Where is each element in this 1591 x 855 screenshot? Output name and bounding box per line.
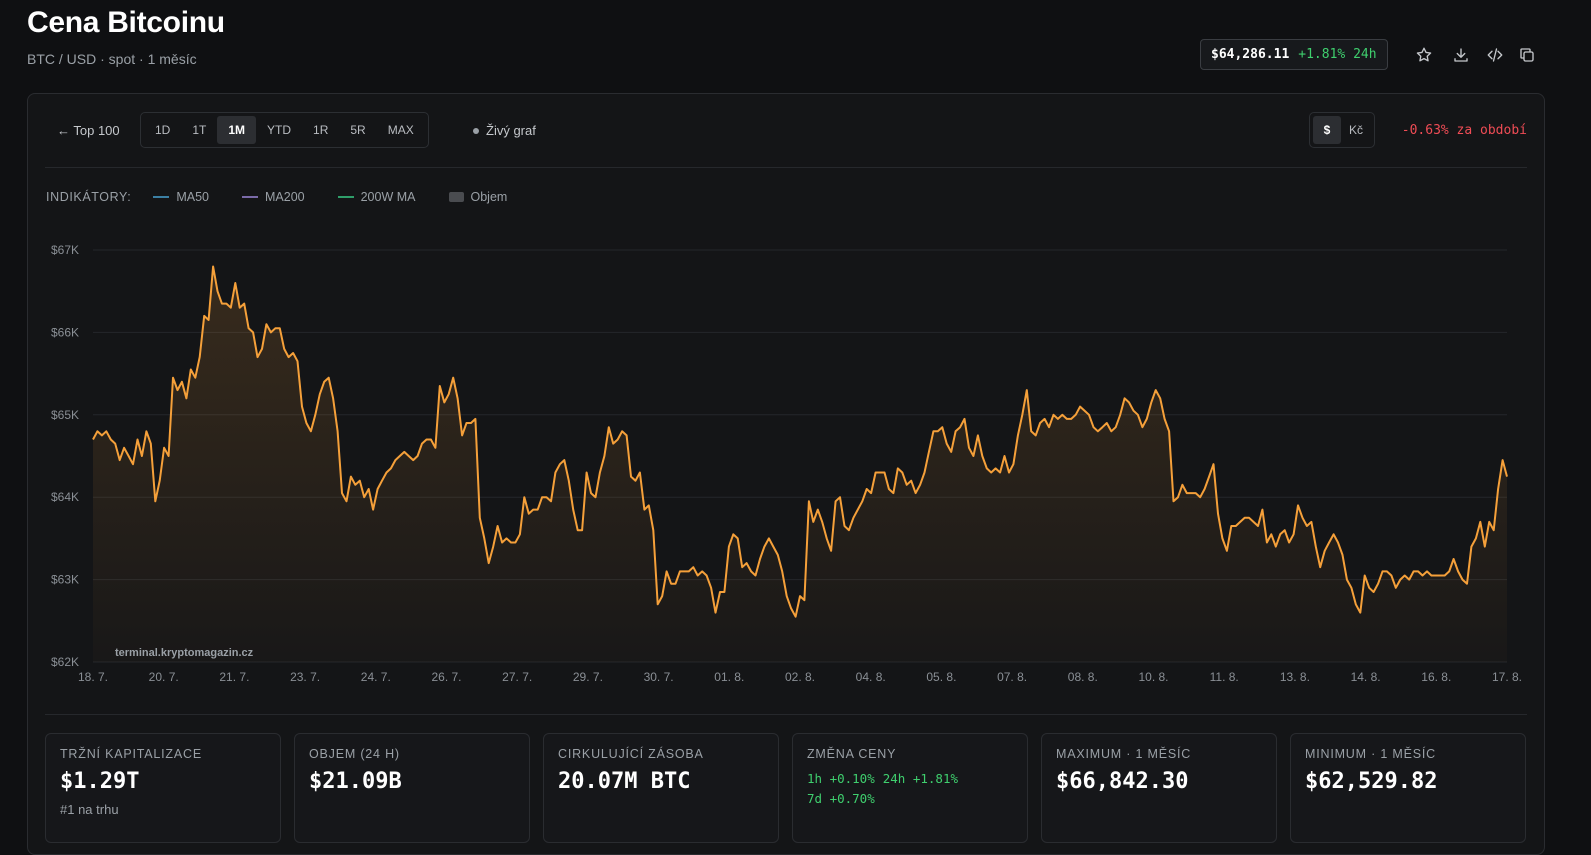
volume-box-icon	[448, 192, 464, 202]
stat-label: Tržní kapitalizace	[60, 747, 202, 761]
range-button-1r[interactable]: 1R	[313, 123, 329, 137]
page-subtitle: BTC / USD · spot · 1 měsíc	[27, 51, 197, 67]
y-tick-label: $62K	[51, 655, 79, 669]
stat-value: $62,529.82	[1305, 769, 1438, 794]
change-7d: 7d +0.70%	[807, 791, 875, 806]
live-chart-toggle[interactable]: Živý graf	[473, 123, 536, 138]
live-dot-icon	[473, 127, 479, 134]
y-tick-label: $64K	[51, 490, 79, 504]
x-tick-label: 16. 8.	[1421, 670, 1451, 684]
price-area	[93, 266, 1507, 662]
indicator-ma50[interactable]: MA50	[153, 190, 209, 204]
x-tick-label: 18. 7.	[78, 670, 108, 684]
back-to-top100-link[interactable]: ← Top 100	[57, 123, 120, 138]
y-tick-label: $65K	[51, 408, 79, 422]
x-tick-label: 24. 7.	[361, 670, 391, 684]
currency-selector: $ Kč	[1309, 112, 1376, 148]
indicators-label: INDIKÁTORY:	[46, 190, 132, 204]
x-tick-label: 23. 7.	[290, 670, 320, 684]
y-tick-label: $66K	[51, 325, 79, 339]
stat-value: 20.07M BTC	[558, 769, 691, 794]
period-change: -0.63% za období	[1401, 123, 1527, 138]
range-button-1d[interactable]: 1D	[155, 123, 171, 137]
price-change-list: 1h +0.10% 24h +1.81% 7d +0.70%	[807, 769, 1013, 809]
download-icon[interactable]	[1450, 44, 1472, 66]
stat-value: $1.29T	[60, 769, 140, 794]
x-tick-label: 30. 7.	[644, 670, 674, 684]
price-ticker: $64,286.11 +1.81% 24h	[1200, 38, 1388, 71]
stat-label: Minimum · 1 měsíc	[1305, 747, 1436, 761]
range-button-max[interactable]: MAX	[387, 123, 414, 137]
stat-card-price-change: Změna ceny 1h +0.10% 24h +1.81% 7d +0.70%	[792, 733, 1028, 843]
range-selector: 1D 1T 1M YTD 1R 5R MAX	[140, 112, 429, 148]
x-tick-label: 11. 8.	[1210, 670, 1239, 684]
chart-panel: ← Top 100 1D 1T 1M YTD 1R 5R MAX Živý gr…	[27, 93, 1545, 855]
change-1h: 1h +0.10%	[807, 771, 875, 786]
range-button-1m[interactable]: 1M	[217, 116, 257, 144]
price-line	[92, 265, 1508, 618]
range-button-ytd[interactable]: YTD	[267, 123, 292, 137]
toolbar-divider	[45, 167, 1527, 168]
x-tick-label: 21. 7.	[219, 670, 249, 684]
ma50-line-icon	[153, 196, 170, 198]
current-price: $64,286.11	[1211, 47, 1290, 62]
stat-value: $66,842.30	[1056, 769, 1189, 794]
page-title: Cena Bitcoinu	[27, 6, 225, 39]
change-24h: 24h +1.81%	[882, 771, 958, 786]
stat-label: Cirkulující zásoba	[558, 747, 704, 761]
x-tick-label: 04. 8.	[856, 670, 886, 684]
currency-button-usd[interactable]: $	[1313, 116, 1341, 144]
stat-card-min: Minimum · 1 měsíc $62,529.82	[1290, 733, 1526, 843]
code-icon[interactable]	[1484, 44, 1506, 66]
range-button-5r[interactable]: 5R	[350, 123, 366, 137]
indicator-volume[interactable]: Objem	[448, 190, 508, 204]
x-tick-label: 10. 8.	[1138, 670, 1168, 684]
stat-value: $21.09B	[309, 769, 402, 794]
ma200-line-icon	[242, 196, 258, 198]
indicator-ma200-label: MA200	[265, 190, 305, 204]
live-chart-label: Živý graf	[486, 123, 536, 138]
y-tick-label: $63K	[51, 573, 79, 587]
x-tick-label: 27. 7.	[502, 670, 532, 684]
stat-sub: #1 na trhu	[60, 802, 119, 817]
stat-card-market-cap: Tržní kapitalizace $1.29T #1 na trhu	[45, 733, 281, 843]
x-tick-label: 29. 7.	[573, 670, 603, 684]
indicator-ma50-label: MA50	[176, 190, 209, 204]
x-tick-label: 14. 8.	[1351, 670, 1381, 684]
x-tick-label: 08. 8.	[1068, 670, 1098, 684]
stat-label: Změna ceny	[807, 747, 897, 761]
x-tick-label: 13. 8.	[1280, 670, 1310, 684]
indicator-bar: INDIKÁTORY: MA50 MA200 200W MA Objem	[46, 188, 540, 206]
x-tick-label: 07. 8.	[997, 670, 1027, 684]
range-button-1t[interactable]: 1T	[192, 123, 207, 137]
indicator-200w-ma[interactable]: 200W MA	[337, 190, 416, 204]
stat-card-supply: Cirkulující zásoba 20.07M BTC	[543, 733, 779, 843]
price-pill: $64,286.11 +1.81% 24h	[1200, 39, 1388, 70]
stat-card-volume: Objem (24 h) $21.09B	[294, 733, 530, 843]
copy-icon[interactable]	[1516, 44, 1538, 66]
200w-ma-line-icon	[337, 196, 354, 198]
x-tick-label: 05. 8.	[926, 670, 956, 684]
x-tick-label: 01. 8.	[714, 670, 744, 684]
x-tick-label: 20. 7.	[149, 670, 179, 684]
price-change-24h: +1.81% 24h	[1298, 47, 1377, 62]
stats-row: Tržní kapitalizace $1.29T #1 na trhu Obj…	[45, 733, 1526, 843]
watermark-label: terminal.kryptomagazin.cz	[115, 647, 254, 659]
indicator-volume-label: Objem	[470, 190, 508, 204]
currency-button-czk[interactable]: Kč	[1349, 123, 1364, 137]
x-tick-label: 17. 8.	[1492, 670, 1522, 684]
star-icon[interactable]	[1413, 44, 1435, 66]
indicator-ma200[interactable]: MA200	[242, 190, 305, 204]
y-tick-label: $67K	[51, 243, 79, 257]
chart-divider	[45, 714, 1527, 715]
stat-label: Maximum · 1 měsíc	[1056, 747, 1192, 761]
x-tick-label: 02. 8.	[785, 670, 815, 684]
stat-label: Objem (24 h)	[309, 747, 400, 761]
indicator-200w-ma-label: 200W MA	[360, 190, 416, 204]
stat-card-max: Maximum · 1 měsíc $66,842.30	[1041, 733, 1277, 843]
x-tick-label: 26. 7.	[431, 670, 461, 684]
chart-toolbar: ← Top 100 1D 1T 1M YTD 1R 5R MAX Živý gr…	[28, 94, 1544, 167]
